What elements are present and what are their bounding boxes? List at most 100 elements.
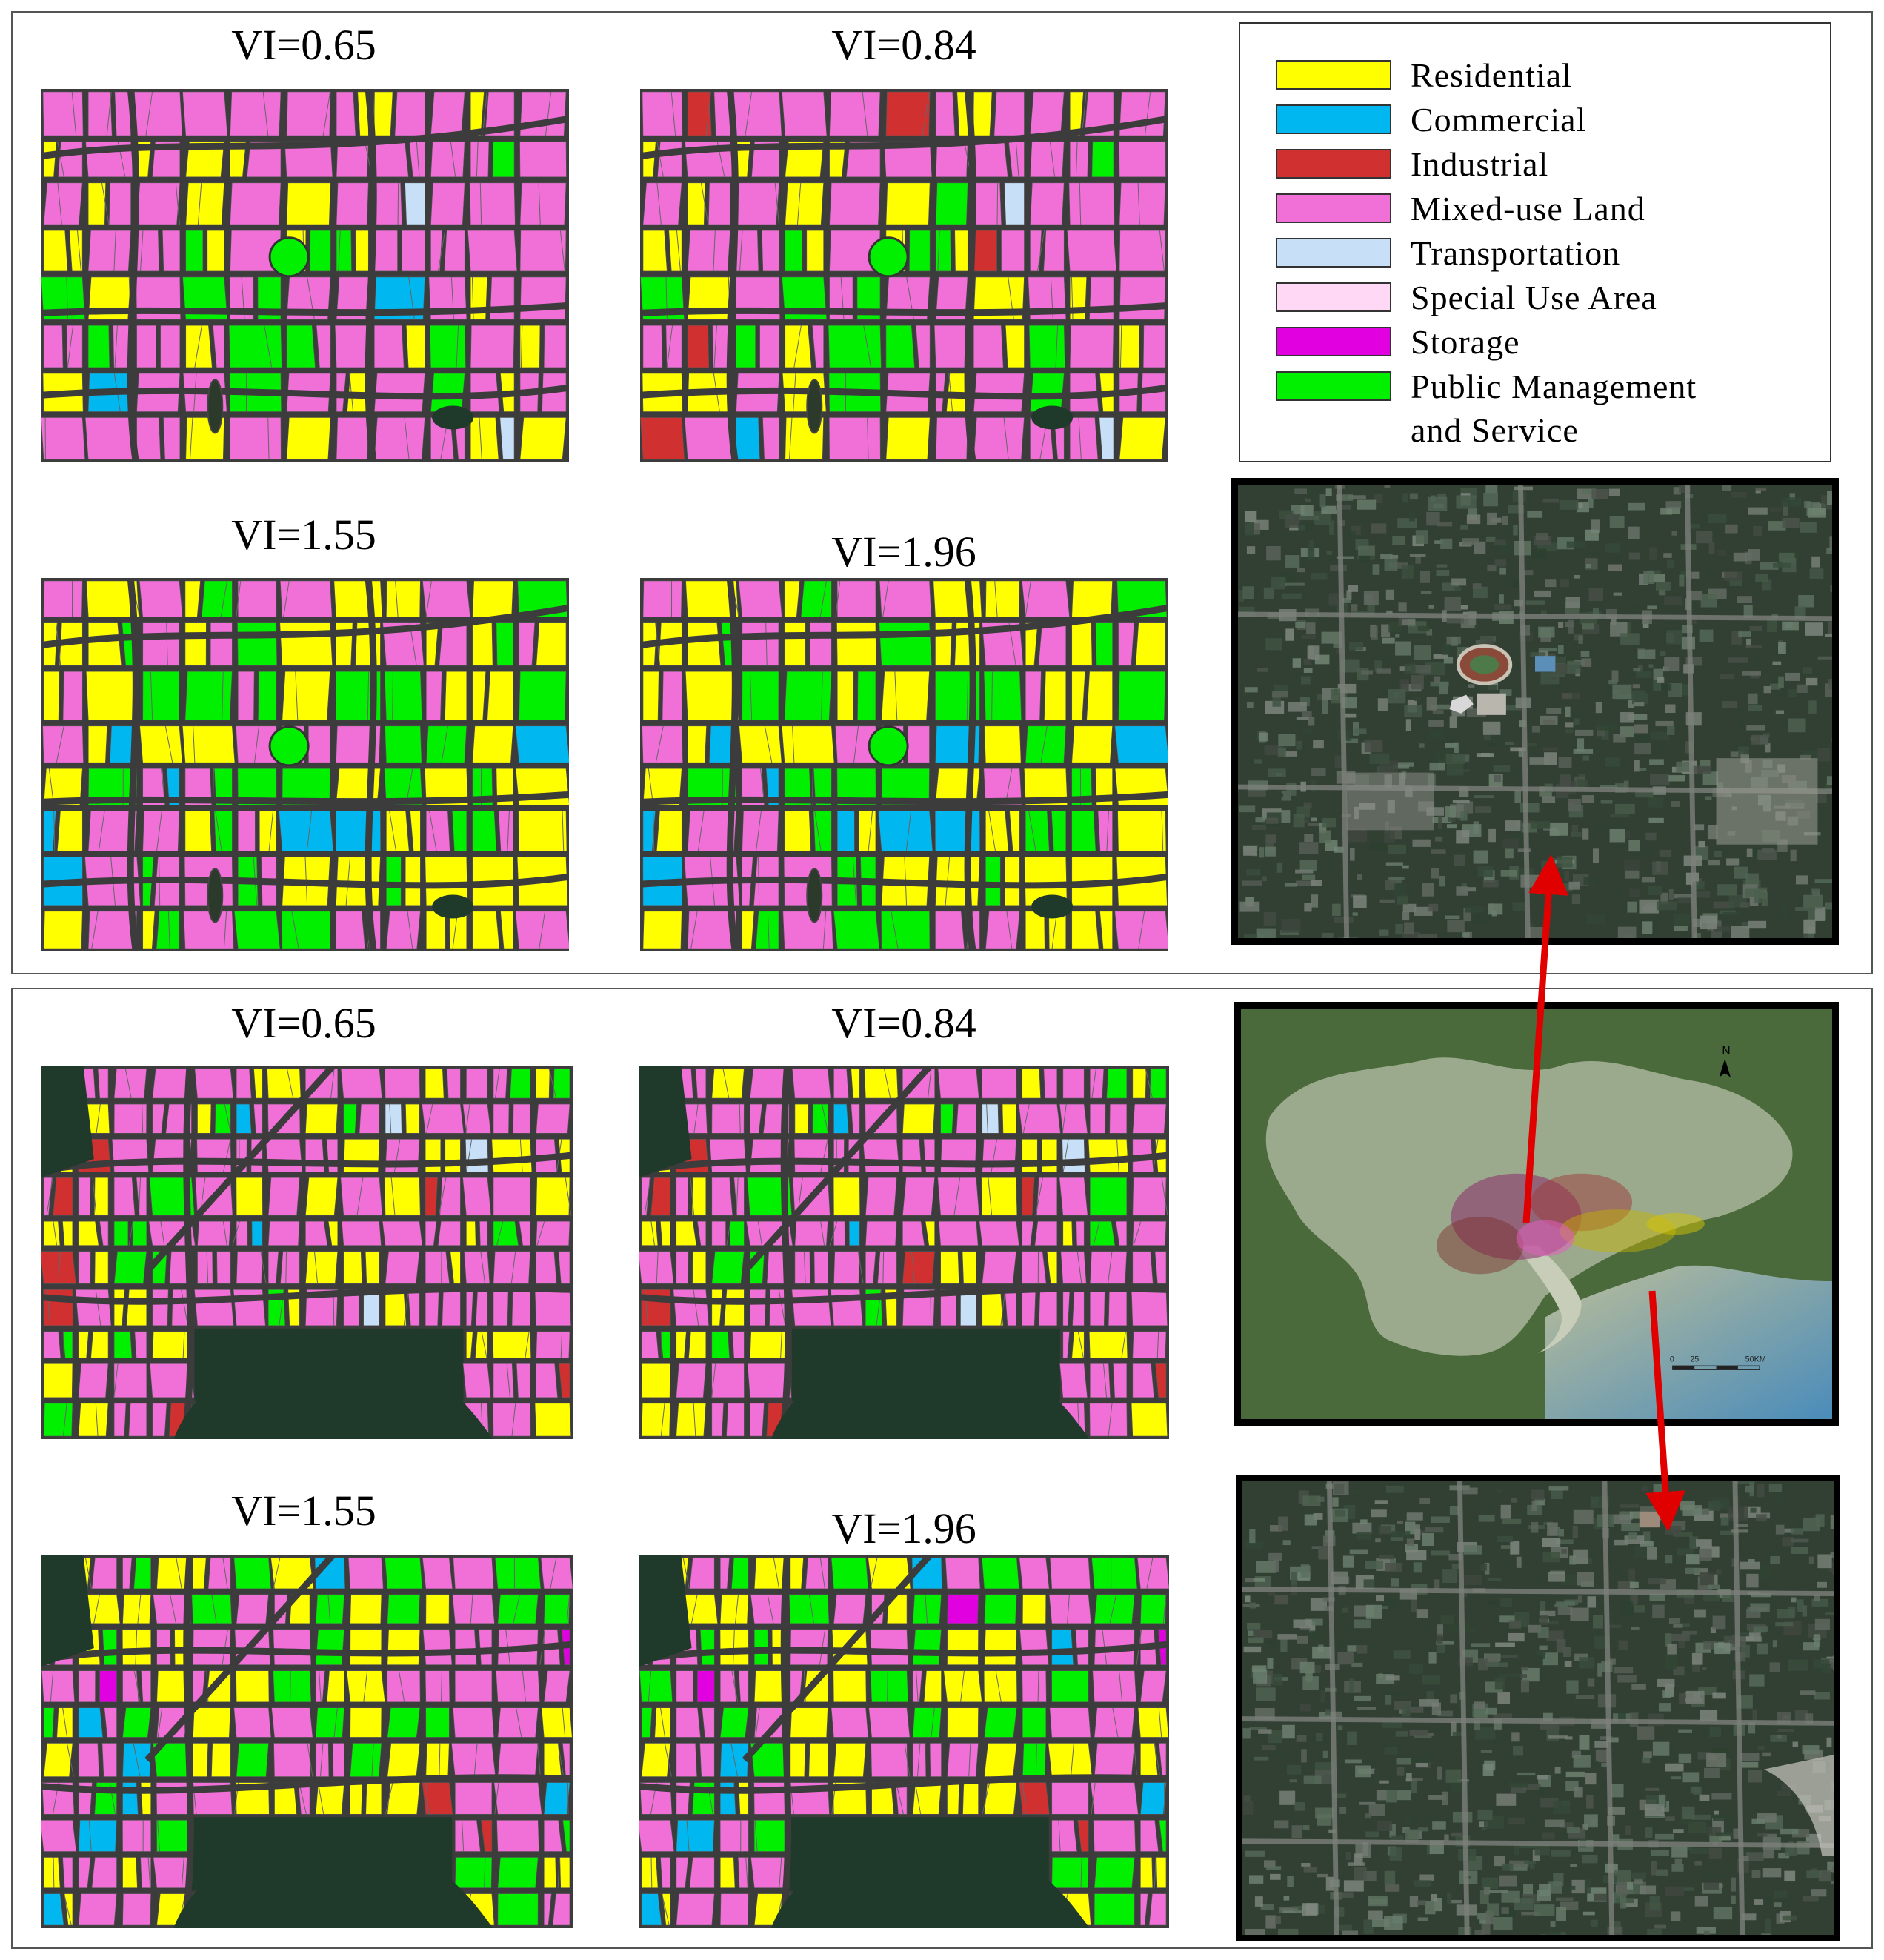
minor-road: [1071, 1743, 1074, 1777]
land-parcel: [642, 580, 682, 617]
legend-item-transportation: Transportation: [1276, 234, 1620, 272]
minor-road: [1091, 1068, 1096, 1099]
sea-area: [1545, 1265, 1832, 1419]
building-block: [1411, 1754, 1429, 1764]
building-block: [1272, 1674, 1283, 1686]
minor-road: [774, 182, 779, 225]
building-block: [1666, 559, 1674, 568]
legend-item-residential: Residential: [1276, 56, 1572, 94]
land-parcel: [193, 1707, 231, 1738]
land-parcel: [692, 1251, 707, 1284]
land-parcel: [152, 1331, 192, 1358]
land-parcel: [1076, 1220, 1085, 1246]
minor-road: [644, 1177, 651, 1216]
land-parcel: [496, 1819, 539, 1852]
minor-road: [306, 811, 313, 851]
building-block: [1540, 1615, 1548, 1625]
building-block: [1617, 1881, 1628, 1896]
hill-area: [639, 1066, 692, 1178]
building-block: [1374, 494, 1383, 503]
land-parcel: [267, 1251, 279, 1284]
land-parcel: [912, 1743, 927, 1777]
land-parcel: [753, 1819, 785, 1852]
land-parcel: [66, 325, 83, 368]
land-parcel: [676, 1857, 689, 1888]
land-parcel: [1094, 1707, 1135, 1738]
land-parcel: [851, 1068, 860, 1099]
land-parcel: [676, 1331, 687, 1358]
building-block: [1711, 1747, 1728, 1755]
building-block: [1546, 1630, 1564, 1641]
building-block: [1542, 1552, 1560, 1563]
building-block: [1422, 1533, 1434, 1546]
building-block: [1445, 753, 1465, 764]
building-block: [1543, 719, 1555, 725]
building-roof: [1449, 694, 1474, 714]
building-block: [1628, 840, 1640, 852]
land-parcel: [472, 911, 500, 949]
building-block: [1312, 1646, 1332, 1659]
land-parcel: [862, 1139, 900, 1172]
land-parcel: [43, 768, 83, 805]
scale-label-25: 25: [1690, 1355, 1699, 1364]
building-block: [1254, 1896, 1263, 1907]
building-block: [1662, 1518, 1673, 1525]
minor-road: [462, 1820, 465, 1852]
building-block: [1419, 743, 1425, 748]
building-block: [1285, 582, 1305, 586]
land-parcel: [430, 182, 465, 225]
land-parcel: [316, 325, 331, 368]
building-block: [1303, 1775, 1322, 1784]
minor-road: [291, 911, 299, 949]
building-block: [1474, 912, 1491, 923]
land-parcel: [981, 1177, 1018, 1216]
minor-road: [333, 1707, 338, 1738]
building-block: [1542, 796, 1556, 803]
building-block: [1565, 706, 1571, 718]
building-block: [1271, 576, 1285, 590]
building-block: [1703, 1593, 1721, 1602]
building-block: [1310, 1598, 1328, 1611]
building-block: [1280, 1907, 1298, 1911]
land-parcel: [805, 1557, 828, 1589]
land-parcel: [156, 911, 180, 949]
building-block: [1291, 1572, 1297, 1587]
building-block: [1583, 877, 1596, 886]
land-parcel: [350, 1782, 363, 1815]
land-parcel: [753, 1707, 785, 1738]
building-block: [1467, 887, 1477, 892]
building-block: [1454, 742, 1459, 754]
building-block: [1748, 920, 1767, 929]
building-block: [1648, 885, 1662, 896]
building-block: [1743, 605, 1753, 618]
minor-road: [222, 1221, 227, 1246]
building-block: [1243, 1646, 1262, 1653]
land-parcel: [1071, 580, 1113, 617]
minor-road: [1037, 1670, 1039, 1702]
building-block: [1642, 921, 1653, 934]
building-block: [1273, 1751, 1288, 1758]
north-arrow-icon: N: [1719, 1045, 1731, 1077]
building-block: [1657, 901, 1677, 911]
building-block: [1296, 740, 1302, 750]
building-block: [1501, 1890, 1520, 1903]
building-block: [1385, 1675, 1400, 1681]
building-block: [1635, 734, 1648, 745]
land-parcel: [1062, 1068, 1085, 1099]
building-block: [1691, 1814, 1712, 1820]
land-parcel: [43, 671, 60, 721]
minor-road: [1067, 1594, 1070, 1624]
land-parcel: [91, 1557, 117, 1589]
building-block: [1305, 1618, 1323, 1626]
land-parcel: [719, 1594, 749, 1624]
building-block: [1657, 677, 1665, 683]
minor-road: [905, 811, 912, 851]
land-parcel: [1022, 1743, 1047, 1777]
building-block: [1660, 651, 1666, 656]
building-block: [1694, 933, 1701, 938]
building-block: [1263, 912, 1276, 926]
building-block: [1620, 633, 1640, 645]
building-block: [1645, 1827, 1653, 1838]
building-block: [1292, 658, 1302, 668]
minor-road: [1049, 141, 1056, 177]
